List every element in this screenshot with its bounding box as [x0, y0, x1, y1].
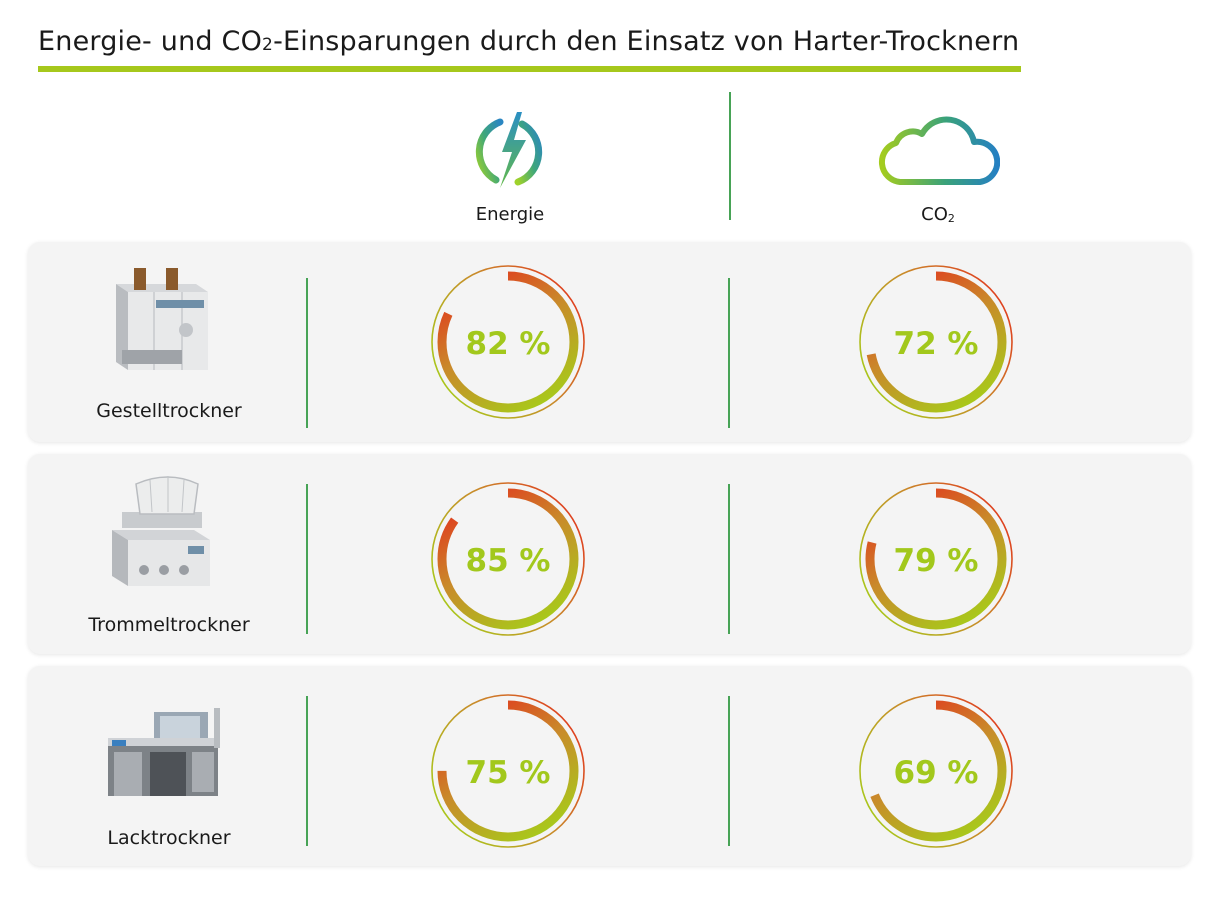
- lightning-bolt-icon: [470, 110, 550, 190]
- gauge-percent-label: 82 %: [466, 326, 551, 362]
- energy-column-label: Energie: [475, 204, 545, 225]
- gauge-value-arc: [437, 488, 579, 630]
- gauge-percent-label: 72 %: [894, 326, 979, 362]
- title-text-end: -Einsparungen durch den Einsatz von Hart…: [273, 26, 1020, 57]
- row-label: Trommeltrockner: [88, 614, 250, 636]
- gauge-outer-ring: [859, 694, 1013, 848]
- trommeltrockner-image: [98, 470, 228, 590]
- header-divider: [729, 92, 731, 220]
- gauge-value-arc: [865, 271, 1007, 413]
- gauge-percent-label: 75 %: [466, 755, 551, 791]
- gauge-percent-label: 69 %: [894, 755, 979, 791]
- gauge-value-arc: [865, 488, 1007, 630]
- row-divider-mid: [728, 484, 730, 634]
- lacktrockner-image: [98, 682, 228, 802]
- gauge-co2-lacktrockner: 69 %: [859, 694, 1013, 848]
- row-lacktrockner: Lacktrockner 75 % 69 %: [28, 666, 1191, 866]
- gauge-co2-trommeltrockner: 79 %: [859, 482, 1013, 636]
- row-divider-left: [306, 278, 308, 428]
- co2-label-subscript: 2: [947, 212, 955, 225]
- co2-column-label: CO2: [858, 204, 1018, 225]
- gauge-outer-ring: [431, 694, 585, 848]
- gauge-outer-ring: [859, 265, 1013, 419]
- gestelltrockner-image: [98, 258, 228, 378]
- row-label: Lacktrockner: [107, 827, 231, 849]
- row-divider-mid: [728, 696, 730, 846]
- gauge-co2-gestelltrockner: 72 %: [859, 265, 1013, 419]
- row-divider-mid: [728, 278, 730, 428]
- title-text-start: Energie- und CO: [38, 26, 263, 57]
- gauge-value-arc: [437, 700, 579, 842]
- gauge-value-arc: [437, 271, 579, 413]
- row-divider-left: [306, 696, 308, 846]
- gauge-outer-ring: [431, 482, 585, 636]
- gauge-outer-ring: [859, 482, 1013, 636]
- gauge-percent-label: 85 %: [466, 543, 551, 579]
- gauge-energy-lacktrockner: 75 %: [431, 694, 585, 848]
- co2-label-text: CO: [921, 204, 948, 225]
- gauge-value-arc: [865, 700, 1007, 842]
- row-divider-left: [306, 484, 308, 634]
- cloud-icon: [876, 112, 1001, 188]
- gauge-percent-label: 79 %: [894, 543, 979, 579]
- gauge-outer-ring: [431, 265, 585, 419]
- row-gestelltrockner: Gestelltrockner 82 % 72 %: [28, 242, 1191, 442]
- title-underline: [38, 66, 1021, 72]
- title-subscript: 2: [262, 35, 274, 55]
- row-label: Gestelltrockner: [96, 400, 242, 422]
- page-title: Energie- und CO2-Einsparungen durch den …: [38, 26, 1019, 57]
- gauge-energy-gestelltrockner: 82 %: [431, 265, 585, 419]
- row-trommeltrockner: Trommeltrockner 85 % 79 %: [28, 454, 1191, 654]
- gauge-energy-trommeltrockner: 85 %: [431, 482, 585, 636]
